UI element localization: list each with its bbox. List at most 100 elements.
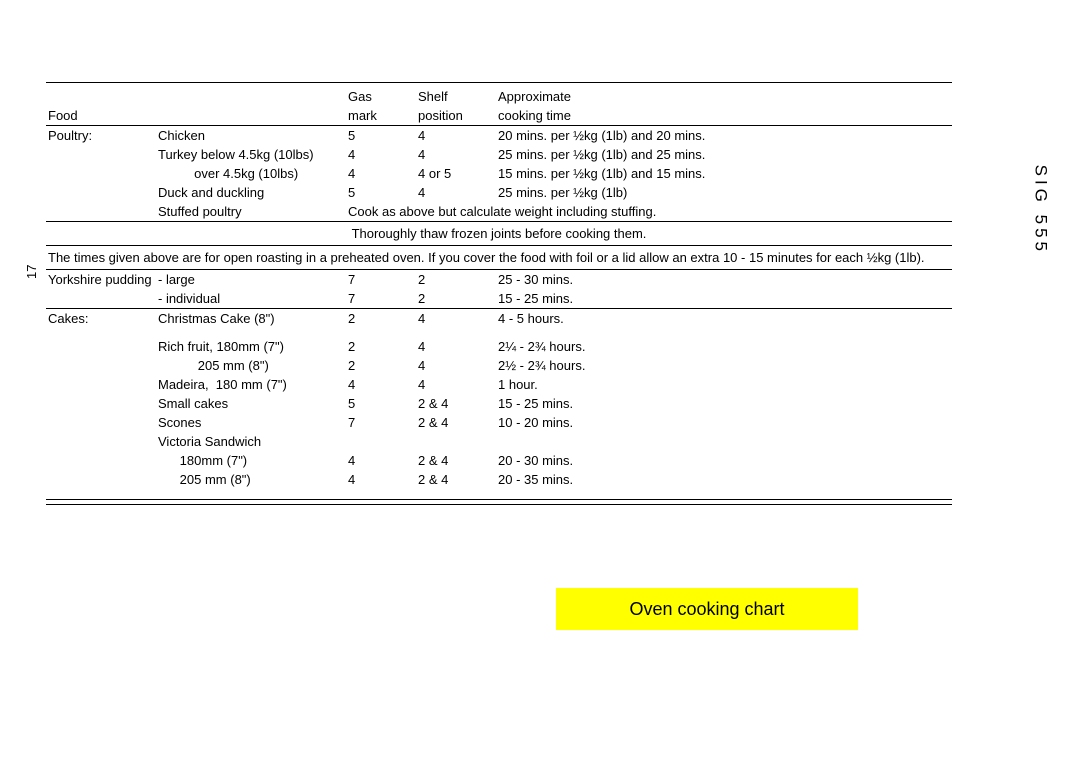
side-title: SIG 555 — [1030, 165, 1050, 255]
item-label: Victoria Sandwich — [156, 432, 346, 451]
cooking-time: 1 hour. — [496, 375, 952, 394]
cooking-time: 15 - 25 mins. — [496, 289, 952, 308]
item-label: Rich fruit, 180mm (7") — [156, 337, 346, 356]
shelf-position: 2 & 4 — [416, 394, 496, 413]
hdr-time: cooking time — [496, 106, 952, 125]
hdr-food: Food — [46, 106, 156, 125]
category-label — [46, 470, 156, 489]
gas-mark: 7 — [346, 413, 416, 432]
shelf-position: 4 — [416, 309, 496, 337]
cell — [46, 489, 952, 493]
shelf-position: 2 & 4 — [416, 470, 496, 489]
item-label: Christmas Cake (8") — [156, 309, 346, 337]
shelf-position: 4 — [416, 375, 496, 394]
table-row: Scones72 & 410 - 20 mins. — [46, 413, 952, 432]
category-label — [46, 289, 156, 308]
table-row: Madeira, 180 mm (7")441 hour. — [46, 375, 952, 394]
gas-mark: 5 — [346, 183, 416, 202]
category-label — [46, 394, 156, 413]
category-label — [46, 451, 156, 470]
category-label — [46, 337, 156, 356]
item-label: 205 mm (8") — [156, 356, 346, 375]
category-label: Yorkshire pudding — [46, 270, 156, 289]
table-row: 205 mm (8")242½ - 2¾ hours. — [46, 356, 952, 375]
hdr-time: Approximate — [496, 87, 952, 106]
item-label: Chicken — [156, 126, 346, 145]
hdr-gas: mark — [346, 106, 416, 125]
shelf-position: 4 — [416, 337, 496, 356]
table-row: Thoroughly thaw frozen joints before coo… — [46, 222, 952, 245]
table-row: Duck and duckling5425 mins. per ½kg (1lb… — [46, 183, 952, 202]
item-label: Scones — [156, 413, 346, 432]
item-label: Duck and duckling — [156, 183, 346, 202]
cooking-time: 20 - 35 mins. — [496, 470, 952, 489]
category-label — [46, 432, 156, 451]
gas-mark — [346, 432, 416, 451]
table-row: Turkey below 4.5kg (10lbs)4425 mins. per… — [46, 145, 952, 164]
hdr-shelf: position — [416, 106, 496, 125]
gas-mark: 5 — [346, 126, 416, 145]
bottom-rule-2 — [46, 504, 952, 505]
shelf-position: 4 — [416, 126, 496, 145]
shelf-position: 2 & 4 — [416, 451, 496, 470]
cooking-time: 25 - 30 mins. — [496, 270, 952, 289]
bottom-rule-1 — [46, 499, 952, 500]
gas-mark: 7 — [346, 289, 416, 308]
table-row: 205 mm (8")42 & 420 - 35 mins. — [46, 470, 952, 489]
item-label: - large — [156, 270, 346, 289]
cooking-time: 10 - 20 mins. — [496, 413, 952, 432]
shelf-position: 2 — [416, 270, 496, 289]
item-label: 180mm (7") — [156, 451, 346, 470]
category-label — [46, 375, 156, 394]
table-row: Stuffed poultryCook as above but calcula… — [46, 202, 952, 221]
shelf-position: 2 & 4 — [416, 413, 496, 432]
gas-mark: 5 — [346, 394, 416, 413]
table-row: Small cakes52 & 415 - 25 mins. — [46, 394, 952, 413]
header-row: Food markpositioncooking time — [46, 106, 952, 125]
category-label — [46, 145, 156, 164]
shelf-position: 4 — [416, 145, 496, 164]
cooking-time: 20 mins. per ½kg (1lb) and 20 mins. — [496, 126, 952, 145]
table-row — [46, 489, 952, 493]
category-label — [46, 413, 156, 432]
category-label: Poultry: — [46, 126, 156, 145]
category-label — [46, 183, 156, 202]
shelf-position: 4 — [416, 183, 496, 202]
cooking-time — [496, 432, 952, 451]
item-label: Stuffed poultry — [156, 202, 346, 221]
shelf-position: 4 — [416, 356, 496, 375]
table-row: Yorkshire pudding- large7225 - 30 mins. — [46, 270, 952, 289]
table-row: 180mm (7")42 & 420 - 30 mins. — [46, 451, 952, 470]
hdr-food — [46, 87, 156, 106]
table-row: over 4.5kg (10lbs)44 or 515 mins. per ½k… — [46, 164, 952, 183]
hdr-blank — [156, 87, 346, 106]
chart-table: GasShelfApproximate Food markpositioncooki… — [46, 83, 952, 493]
cooking-time: 15 mins. per ½kg (1lb) and 15 mins. — [496, 164, 952, 183]
stuffing-note: Cook as above but calculate weight inclu… — [346, 202, 952, 221]
table-row: Rich fruit, 180mm (7")242¼ - 2¾ hours. — [46, 337, 952, 356]
gas-mark: 4 — [346, 164, 416, 183]
page-number: 17 — [24, 265, 39, 279]
cooking-time: 20 - 30 mins. — [496, 451, 952, 470]
item-label: 205 mm (8") — [156, 470, 346, 489]
gas-mark: 7 — [346, 270, 416, 289]
chart-tag: Oven cooking chart — [556, 588, 858, 630]
gas-mark: 4 — [346, 375, 416, 394]
hdr-blank — [156, 106, 346, 125]
cooking-time: 25 mins. per ½kg (1lb) — [496, 183, 952, 202]
cooking-time: 2½ - 2¾ hours. — [496, 356, 952, 375]
category-label — [46, 356, 156, 375]
cooking-chart: GasShelfApproximate Food markpositioncooki… — [46, 82, 952, 505]
hdr-gas: Gas — [346, 87, 416, 106]
gas-mark: 4 — [346, 470, 416, 489]
gas-mark: 4 — [346, 451, 416, 470]
table-row: - individual7215 - 25 mins. — [46, 289, 952, 308]
table-row: Cakes:Christmas Cake (8")244 - 5 hours. — [46, 309, 952, 337]
shelf-position: 4 or 5 — [416, 164, 496, 183]
cooking-time: 15 - 25 mins. — [496, 394, 952, 413]
hdr-shelf: Shelf — [416, 87, 496, 106]
table-row: The times given above are for open roast… — [46, 246, 952, 269]
category-label — [46, 164, 156, 183]
category-label — [46, 202, 156, 221]
chart-tag-label: Oven cooking chart — [629, 599, 784, 620]
